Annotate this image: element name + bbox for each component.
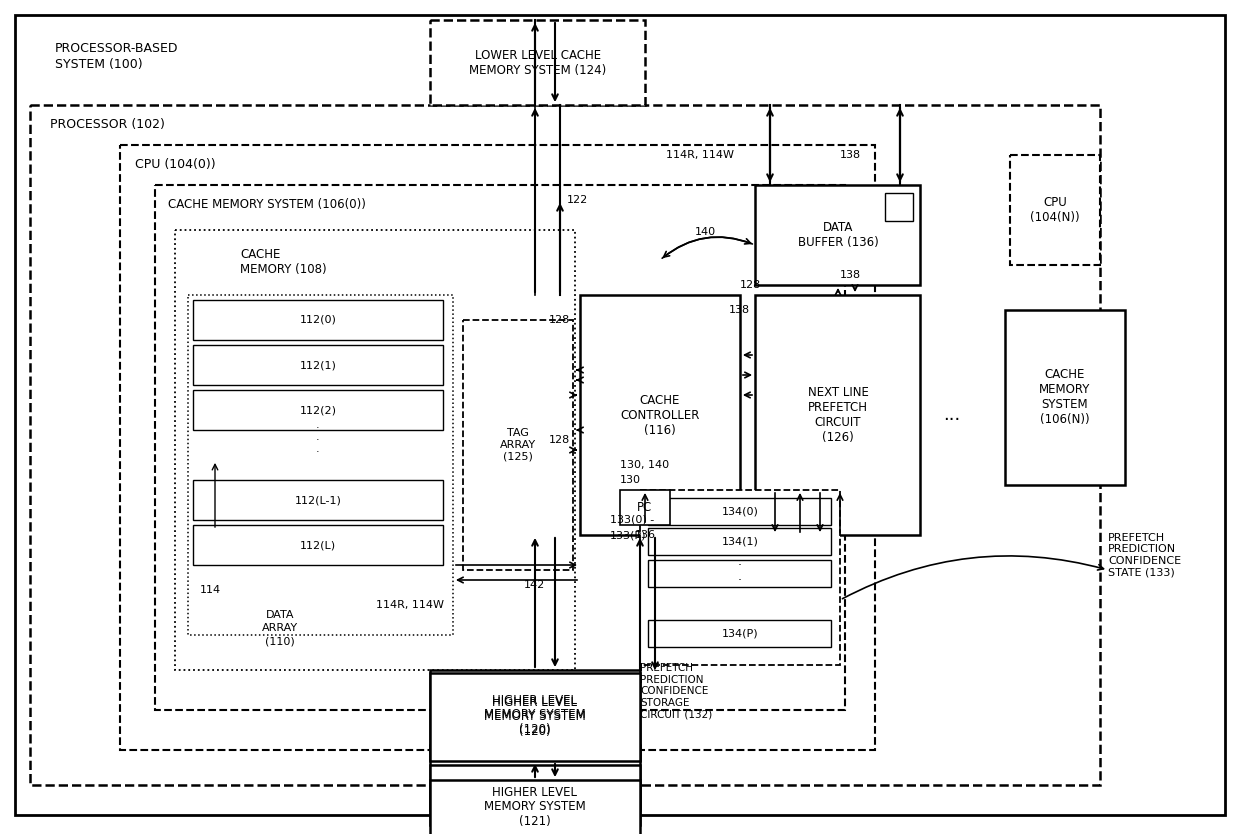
Text: DATA
BUFFER (136): DATA BUFFER (136) xyxy=(797,221,878,249)
Bar xyxy=(30,105,1100,785)
Text: 128: 128 xyxy=(549,435,570,445)
Text: TAG
ARRAY
(125): TAG ARRAY (125) xyxy=(500,429,536,461)
Bar xyxy=(430,745,640,810)
Text: PROCESSOR-BASED: PROCESSOR-BASED xyxy=(55,42,179,55)
Bar xyxy=(885,193,913,221)
Text: 128: 128 xyxy=(739,280,760,290)
Text: CPU (104(0)): CPU (104(0)) xyxy=(135,158,216,171)
Text: 134(P): 134(P) xyxy=(722,628,759,638)
Bar xyxy=(430,780,640,834)
Text: 134(1): 134(1) xyxy=(722,536,759,546)
Bar xyxy=(620,490,670,525)
Bar xyxy=(649,498,831,525)
Bar xyxy=(649,620,831,647)
Text: DATA: DATA xyxy=(265,610,294,620)
Bar xyxy=(193,390,443,430)
Text: CACHE: CACHE xyxy=(241,248,280,261)
Text: SYSTEM (100): SYSTEM (100) xyxy=(55,58,143,71)
Text: 128: 128 xyxy=(549,315,570,325)
Text: HIGHER LEVEL
MEMORY SYSTEM
(120): HIGHER LEVEL MEMORY SYSTEM (120) xyxy=(484,694,585,736)
Bar xyxy=(430,673,640,761)
Text: 112(L-1): 112(L-1) xyxy=(295,495,341,505)
Text: ARRAY: ARRAY xyxy=(262,623,298,633)
Text: LOWER LEVEL CACHE
MEMORY SYSTEM (124): LOWER LEVEL CACHE MEMORY SYSTEM (124) xyxy=(470,49,606,77)
Text: 133(0) -: 133(0) - xyxy=(610,515,655,525)
Text: PREFETCH
PREDICTION
CONFIDENCE
STATE (133): PREFETCH PREDICTION CONFIDENCE STATE (13… xyxy=(1109,533,1182,577)
Text: HIGHER LEVEL
MEMORY SYSTEM
(121): HIGHER LEVEL MEMORY SYSTEM (121) xyxy=(484,786,585,828)
Text: ·
·
·: · · · xyxy=(316,424,320,456)
Bar xyxy=(193,480,443,520)
Text: 112(2): 112(2) xyxy=(300,405,336,415)
Bar xyxy=(193,525,443,565)
Text: 138: 138 xyxy=(839,270,861,280)
Text: PREFETCH
PREDICTION
CONFIDENCE
STORAGE
CIRCUIT (132): PREFETCH PREDICTION CONFIDENCE STORAGE C… xyxy=(640,663,712,720)
Bar xyxy=(188,295,453,635)
Text: 114R, 114W: 114R, 114W xyxy=(376,600,444,610)
Bar xyxy=(1011,155,1100,265)
Text: 136: 136 xyxy=(635,530,656,540)
Text: CACHE
CONTROLLER
(116): CACHE CONTROLLER (116) xyxy=(620,394,699,436)
Text: 134(0): 134(0) xyxy=(722,506,759,516)
Bar xyxy=(463,320,573,570)
Text: 142: 142 xyxy=(523,580,546,590)
Text: CACHE MEMORY SYSTEM (106(0)): CACHE MEMORY SYSTEM (106(0)) xyxy=(167,198,366,211)
Text: 130, 140: 130, 140 xyxy=(620,460,670,470)
Bar xyxy=(755,295,920,535)
Text: 140: 140 xyxy=(694,227,715,237)
Text: 122: 122 xyxy=(567,195,588,205)
Text: 130: 130 xyxy=(620,475,641,485)
Text: PROCESSOR (102): PROCESSOR (102) xyxy=(50,118,165,131)
Bar xyxy=(430,20,645,105)
Text: 114R, 114W: 114R, 114W xyxy=(666,150,734,160)
Bar xyxy=(649,528,831,555)
Text: 112(0): 112(0) xyxy=(300,315,336,325)
Text: 138: 138 xyxy=(729,305,750,315)
Bar xyxy=(580,295,740,535)
Bar xyxy=(1004,310,1125,485)
Text: PC: PC xyxy=(637,500,652,514)
Text: 112(L): 112(L) xyxy=(300,540,336,550)
Bar xyxy=(430,765,640,825)
Bar xyxy=(649,560,831,587)
Text: (110): (110) xyxy=(265,636,295,646)
Text: 138: 138 xyxy=(839,150,861,160)
Text: 112(1): 112(1) xyxy=(300,360,336,370)
Bar xyxy=(640,490,839,665)
Text: CACHE
MEMORY
SYSTEM
(106(N)): CACHE MEMORY SYSTEM (106(N)) xyxy=(1039,368,1091,426)
Bar xyxy=(430,670,640,760)
Bar xyxy=(193,300,443,340)
Bar xyxy=(193,345,443,385)
Text: MEMORY (108): MEMORY (108) xyxy=(241,263,326,276)
Bar xyxy=(155,185,844,710)
Text: 114: 114 xyxy=(200,585,221,595)
Bar xyxy=(175,230,575,670)
Text: ·
·: · · xyxy=(738,559,742,587)
Text: ...: ... xyxy=(944,406,961,424)
Bar xyxy=(755,185,920,285)
Text: CPU
(104(N)): CPU (104(N)) xyxy=(1030,196,1080,224)
Text: 133(P): 133(P) xyxy=(610,530,646,540)
Bar xyxy=(120,145,875,750)
Text: NEXT LINE
PREFETCH
CIRCUIT
(126): NEXT LINE PREFETCH CIRCUIT (126) xyxy=(807,386,868,444)
Text: HIGHER LEVEL
MEMORY SYSTEM
(120): HIGHER LEVEL MEMORY SYSTEM (120) xyxy=(484,696,585,738)
